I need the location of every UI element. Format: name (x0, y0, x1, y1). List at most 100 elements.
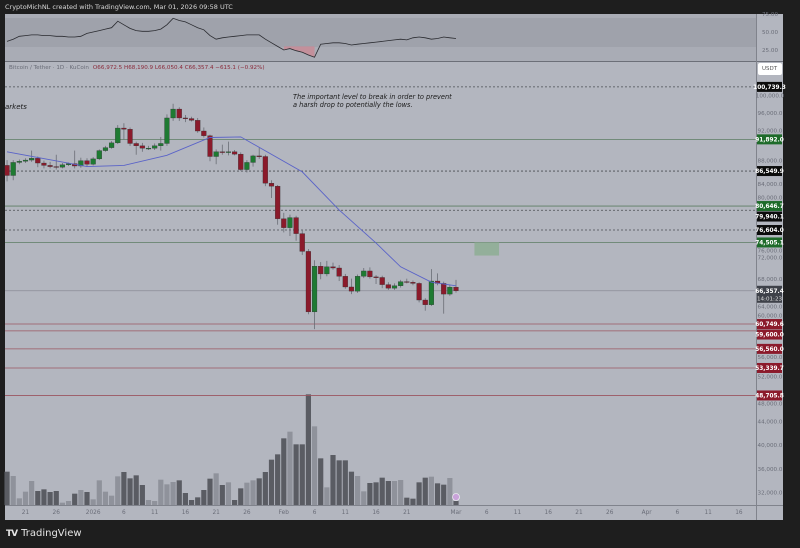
candle-down (232, 151, 238, 155)
candle-up (115, 127, 121, 144)
volume-bar (84, 492, 90, 505)
volume-bar (16, 498, 22, 505)
volume-bar (447, 478, 453, 505)
price-axis-tick: 76,000.0 (758, 249, 783, 255)
candle-up (10, 162, 16, 176)
candle-down (139, 145, 145, 149)
candle-down (133, 143, 139, 146)
time-axis-tick: 16 (735, 510, 743, 516)
volume-bar (422, 477, 428, 505)
time-axis-tick: Apr (642, 510, 653, 516)
price-level-tag (757, 225, 782, 236)
volume-bar (250, 480, 256, 505)
volume-bar (127, 478, 133, 505)
candle-up (152, 145, 158, 149)
moving-average-line (6, 136, 457, 287)
time-axis-tick: 6 (485, 510, 489, 516)
candle-up (447, 286, 453, 295)
candle-down (299, 233, 305, 252)
volume-bar (281, 438, 287, 505)
volume-bar (188, 500, 195, 505)
volume-bar (385, 481, 391, 505)
price-level-tag (757, 134, 782, 145)
price-level-label: 91,892.0 (755, 137, 784, 143)
volume-bar (29, 481, 35, 505)
rsi-band (5, 18, 756, 47)
price-level-label: 56,560.0 (755, 347, 784, 353)
candle-down (41, 162, 47, 166)
volume-bar (373, 482, 379, 505)
price-axis-tick: 32,000.0 (758, 491, 783, 497)
candle-down (84, 160, 90, 165)
volume-bar (170, 482, 176, 505)
volume-bar (65, 501, 72, 505)
annotation-line: The important level to break in order to… (293, 93, 452, 101)
candle-down (219, 151, 225, 153)
time-axis-tick: 11 (704, 510, 712, 516)
price-level-label: 48,705.8 (755, 393, 784, 399)
time-axis-tick: 6 (676, 510, 680, 516)
time-axis-tick: 16 (545, 510, 553, 516)
price-axis-tick: 36,000.0 (758, 467, 783, 473)
price-level-label: 80,646.7 (755, 204, 784, 210)
candle-down (4, 165, 10, 176)
candle-down (367, 270, 373, 278)
volume-bar (361, 491, 367, 505)
price-axis-tick: 96,000.0 (758, 111, 783, 117)
volume-bar (133, 475, 139, 505)
chart-background (5, 14, 783, 520)
volume-bar (404, 497, 410, 505)
currency-button[interactable]: USDT (758, 63, 782, 75)
volume-bar (201, 490, 207, 505)
candle-up (16, 161, 22, 163)
time-axis-tick: 11 (342, 510, 350, 516)
volume-bar (262, 472, 268, 505)
volume-bar (182, 493, 188, 505)
candle-up (102, 147, 109, 151)
candle-up (158, 143, 164, 146)
candle-up (428, 280, 434, 305)
candle-down (410, 282, 416, 284)
chart-annotation[interactable]: The important level to break in order to… (293, 93, 452, 109)
candle-up (213, 151, 219, 157)
price-level-tag (757, 81, 782, 92)
price-axis-tick: 88,000.0 (758, 158, 783, 164)
candle-down (379, 277, 385, 285)
chart-credit: CryptoMichNL created with TradingView.co… (5, 3, 233, 11)
rsi-axis-tick: 25.00 (762, 48, 778, 54)
current-price-tag (757, 285, 782, 303)
candle-down (441, 283, 447, 295)
volume-bar (453, 501, 459, 505)
time-axis-tick: 21 (403, 510, 411, 516)
volume-bar (115, 476, 121, 505)
candle-down (385, 284, 391, 289)
candle-down (207, 135, 213, 157)
candle-up (287, 217, 293, 228)
candle-down (348, 286, 354, 292)
candle-down (268, 183, 275, 187)
volume-bar (293, 444, 299, 505)
candle-down (121, 127, 127, 130)
candle-up (109, 142, 115, 148)
price-level-label: 74,505.1 (755, 240, 784, 246)
symbol-name[interactable]: Bitcoin / Tether · 1D · KuCoin (9, 65, 89, 71)
volume-bar (145, 500, 152, 505)
volume-bar (139, 485, 145, 505)
volume-bar (10, 476, 16, 505)
volume-bar (391, 481, 398, 505)
candle-up (164, 117, 170, 144)
volume-bar (287, 431, 293, 505)
volume-bar (342, 460, 348, 505)
volume-bar (35, 491, 41, 505)
candle-down (293, 217, 299, 234)
candle-up (355, 276, 361, 292)
time-axis-tick: 11 (514, 510, 522, 516)
price-axis-tick: 68,000.0 (758, 277, 783, 283)
volume-bar (102, 491, 109, 505)
price-axis-tick: 48,000.0 (758, 402, 783, 408)
price-level-label: 100,739.3 (753, 85, 786, 91)
volume-bar (398, 480, 404, 505)
time-axis-tick: 16 (372, 510, 380, 516)
ohlc-values: O66,972.5 H68,190.9 L66,050.4 C66,357.4 … (92, 65, 265, 71)
